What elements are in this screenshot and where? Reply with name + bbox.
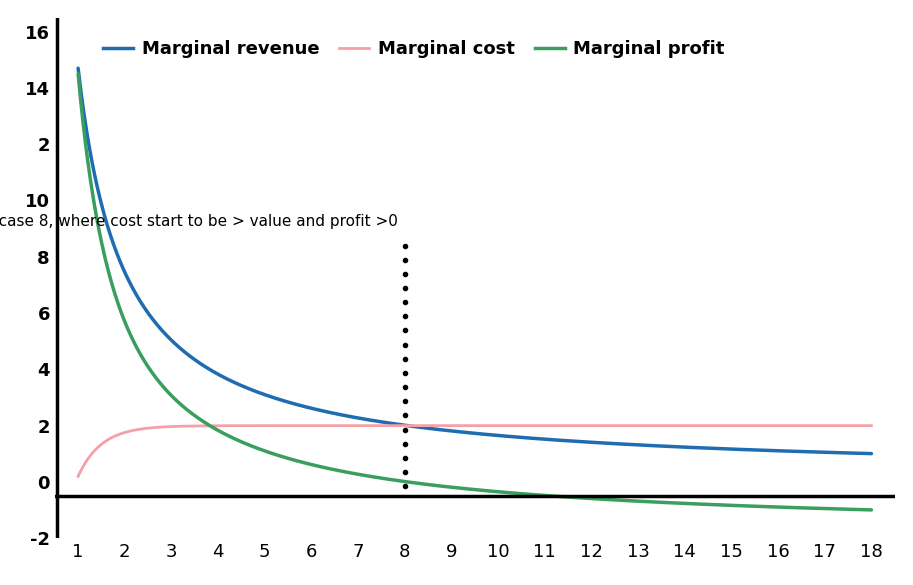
Marginal profit: [73, 70, 84, 77]
Marginal revenue: [617, 441, 628, 448]
Marginal profit: [153, 378, 164, 386]
Marginal revenue: [153, 324, 164, 331]
Line: Marginal profit: Marginal profit: [79, 74, 871, 510]
Marginal cost: [394, 422, 404, 429]
Marginal profit: [422, 481, 433, 488]
Marginal cost: [866, 422, 876, 429]
Marginal cost: [422, 422, 433, 429]
Marginal revenue: [394, 421, 404, 428]
Marginal profit: [617, 497, 628, 504]
Marginal profit: [706, 501, 717, 508]
Marginal revenue: [73, 65, 84, 72]
Line: Marginal cost: Marginal cost: [79, 426, 871, 476]
Text: Use case 8, where cost start to be > value and profit >0: Use case 8, where cost start to be > val…: [0, 214, 398, 229]
Marginal revenue: [866, 450, 876, 457]
Marginal profit: [866, 507, 876, 514]
Marginal revenue: [706, 445, 717, 452]
Marginal cost: [617, 422, 628, 429]
Marginal profit: [691, 500, 702, 507]
Line: Marginal revenue: Marginal revenue: [79, 68, 871, 453]
Marginal cost: [866, 422, 876, 429]
Marginal revenue: [422, 425, 433, 432]
Marginal cost: [691, 422, 702, 429]
Marginal cost: [706, 422, 717, 429]
Legend: Marginal revenue, Marginal cost, Marginal profit: Marginal revenue, Marginal cost, Margina…: [97, 33, 731, 64]
Marginal profit: [394, 477, 404, 484]
Marginal revenue: [691, 444, 702, 451]
Marginal cost: [73, 473, 84, 480]
Marginal cost: [153, 424, 164, 431]
